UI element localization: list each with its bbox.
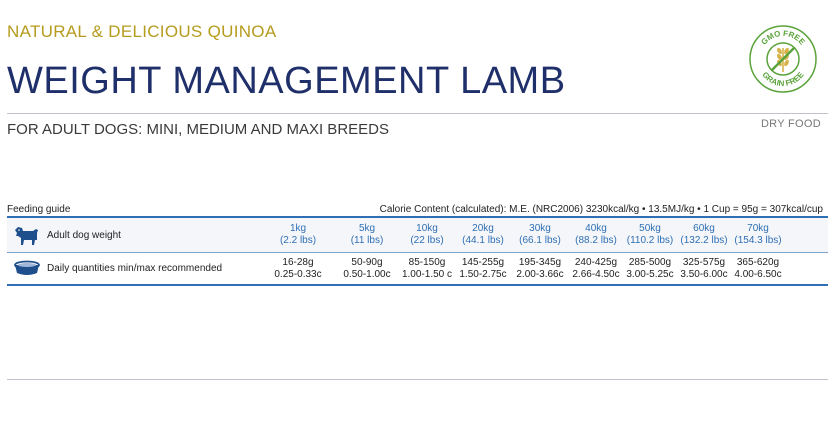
- quantity-cups: 1.50-2.75c: [459, 269, 507, 280]
- weight-row-background: [7, 218, 828, 252]
- weight-kg: 20kg: [472, 223, 494, 234]
- header-divider: [7, 113, 828, 114]
- quantity-cups: 4.00-6.50c: [734, 269, 782, 280]
- quantity-grams: 85-150g: [408, 257, 446, 268]
- quantity-cups: 2.00-3.66c: [516, 269, 564, 280]
- weight-cell: 10kg (22 lbs): [399, 223, 455, 247]
- quantity-cups: 1.00-1.50 c: [401, 269, 453, 280]
- weight-kg: 50kg: [639, 223, 661, 234]
- quantity-cups: 0.25-0.33c: [274, 269, 322, 280]
- quantity-grams: 325-575g: [682, 257, 726, 268]
- quantity-cell: 85-150g 1.00-1.50 c: [399, 257, 455, 281]
- weight-cell: 40kg (88.2 lbs): [568, 223, 624, 247]
- weight-lbs: (110.2 lbs): [626, 235, 674, 246]
- weight-kg: 1kg: [289, 223, 307, 234]
- product-subtitle: NATURAL & DELICIOUS QUINOA: [7, 22, 277, 41]
- weight-lbs: (154.3 lbs): [734, 235, 782, 246]
- feeding-guide-label: Feeding guide: [7, 204, 71, 215]
- table-bottom-rule: [7, 284, 828, 286]
- quantity-row-label: Daily quantities min/max recommended: [47, 263, 223, 274]
- weight-kg: 5kg: [358, 223, 376, 234]
- weight-lbs: (22 lbs): [410, 235, 444, 246]
- quantity-grams: 145-255g: [461, 257, 505, 268]
- quantity-grams: 285-500g: [628, 257, 672, 268]
- quantity-cell: 50-90g 0.50-1.00c: [339, 257, 395, 281]
- quantity-grams: 240-425g: [574, 257, 618, 268]
- gmo-grain-free-badge: GMO FREE GRAIN FREE: [749, 25, 817, 93]
- quantity-cell: 145-255g 1.50-2.75c: [455, 257, 511, 281]
- weight-lbs: (88.2 lbs): [575, 235, 617, 246]
- weight-lbs: (66.1 lbs): [519, 235, 561, 246]
- quantity-cups: 3.50-6.00c: [680, 269, 728, 280]
- dog-icon: [15, 227, 38, 245]
- quantity-cell: 285-500g 3.00-5.25c: [622, 257, 678, 281]
- weight-kg: 70kg: [747, 223, 769, 234]
- quantity-grams: 365-620g: [736, 257, 780, 268]
- quantity-cups: 3.00-5.25c: [626, 269, 674, 280]
- weight-cell: 1kg (2.2 lbs): [270, 223, 326, 247]
- quantity-cell: 365-620g 4.00-6.50c: [730, 257, 786, 281]
- quantity-grams: 50-90g: [351, 257, 383, 268]
- quantity-cups: 2.66-4.50c: [572, 269, 620, 280]
- weight-row-label: Adult dog weight: [47, 230, 121, 241]
- weight-lbs: (44.1 lbs): [462, 235, 504, 246]
- cross-line: [771, 47, 795, 71]
- food-bowl-icon: [14, 260, 40, 275]
- footer-divider: [7, 379, 828, 380]
- weight-kg: 60kg: [693, 223, 715, 234]
- weight-cell: 5kg (11 lbs): [339, 223, 395, 247]
- quantity-cups: 0.50-1.00c: [343, 269, 391, 280]
- weight-kg: 40kg: [585, 223, 607, 234]
- weight-cell: 60kg (132.2 lbs): [676, 223, 732, 247]
- quantity-grams: 195-345g: [518, 257, 562, 268]
- weight-kg: 30kg: [529, 223, 551, 234]
- weight-cell: 70kg (154.3 lbs): [730, 223, 786, 247]
- quantity-cell: 240-425g 2.66-4.50c: [568, 257, 624, 281]
- table-row-divider: [7, 252, 828, 253]
- weight-cell: 20kg (44.1 lbs): [455, 223, 511, 247]
- weight-lbs: (11 lbs): [350, 235, 384, 246]
- quantity-cell: 325-575g 3.50-6.00c: [676, 257, 732, 281]
- weight-cell: 50kg (110.2 lbs): [622, 223, 678, 247]
- quantity-cell: 195-345g 2.00-3.66c: [512, 257, 568, 281]
- quantity-cell: 16-28g 0.25-0.33c: [270, 257, 326, 281]
- calorie-content: Calorie Content (calculated): M.E. (NRC2…: [379, 204, 823, 215]
- weight-lbs: (132.2 lbs): [680, 235, 728, 246]
- weight-cell: 30kg (66.1 lbs): [512, 223, 568, 247]
- quantity-grams: 16-28g: [282, 257, 314, 268]
- weight-lbs: (2.2 lbs): [279, 235, 317, 246]
- table-top-rule: [7, 216, 828, 218]
- crossed-wheat-icon: [771, 47, 795, 72]
- product-title: WEIGHT MANAGEMENT LAMB: [7, 60, 566, 102]
- food-type: DRY FOOD: [760, 118, 821, 130]
- weight-kg: 10kg: [416, 223, 438, 234]
- target-audience: FOR ADULT DOGS: MINI, MEDIUM AND MAXI BR…: [7, 121, 389, 138]
